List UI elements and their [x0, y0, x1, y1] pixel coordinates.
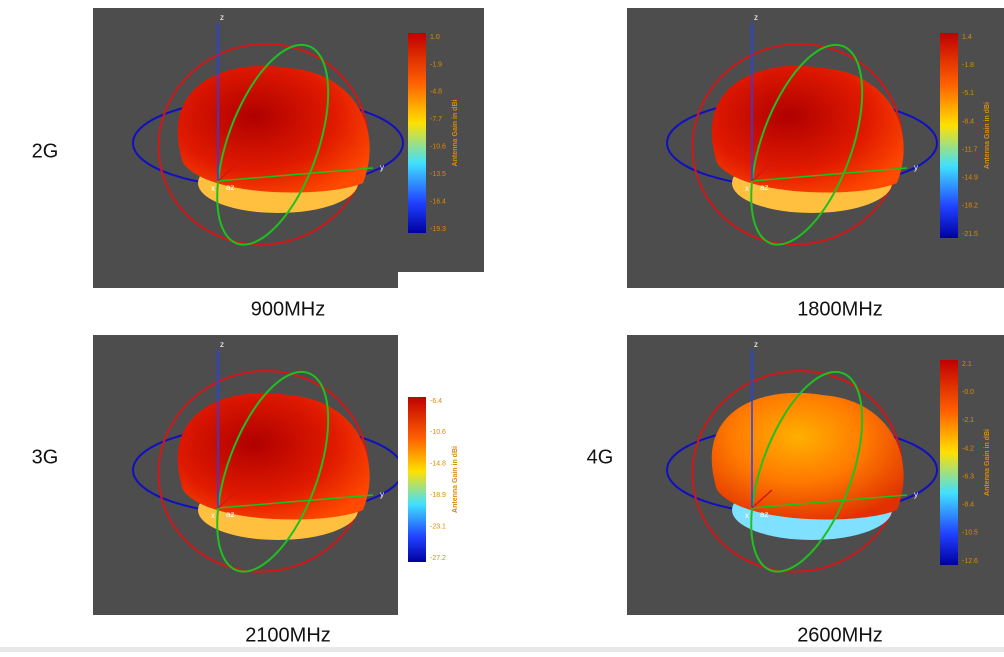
notch — [398, 272, 484, 288]
colorbar-tick-label: -13.5 — [430, 171, 446, 178]
elevation-ring — [691, 42, 903, 246]
elevation-ring — [691, 369, 903, 573]
caption: 2600MHz — [797, 624, 883, 646]
axis-label: x — [211, 184, 215, 193]
elevation-ring — [157, 369, 369, 573]
colorbar-title: Antenna Gain in dBi — [452, 446, 459, 513]
colorbar-tick-label: -19.3 — [430, 226, 446, 233]
elevation-ring-2 — [216, 43, 330, 246]
axis-label: x — [745, 184, 749, 193]
colorbar-tick-label: -2.1 — [962, 417, 974, 424]
colorbar-tick-label: -7.7 — [430, 116, 442, 123]
colorbar-tick-label: -14.9 — [962, 175, 978, 182]
colorbar-tick-label: -11.7 — [962, 146, 978, 153]
colorbar-tick-label: -4.8 — [430, 89, 442, 96]
caption: 2100MHz — [245, 624, 331, 646]
colorbar-tick-label: -16.4 — [430, 198, 446, 205]
axis-label: x — [211, 511, 215, 520]
axis-label: y — [914, 163, 918, 172]
axis-label: x — [745, 511, 749, 520]
colorbar-tick-label: 1.0 — [430, 34, 440, 41]
axis-label: y — [380, 490, 384, 499]
colorbar-tick-label: -21.5 — [962, 231, 978, 238]
colorbar-tick-label: -8.4 — [962, 502, 974, 509]
colorbar-tick-label: -6.4 — [430, 398, 442, 405]
colorbar-tick-label: -18.2 — [962, 203, 978, 210]
axis-label: z — [220, 340, 224, 349]
axis-label: z — [220, 13, 224, 22]
colorbar-tick-label: -4.2 — [962, 445, 974, 452]
colorbar-tick-label: -14.8 — [430, 461, 446, 468]
row-label: 4G — [587, 446, 614, 468]
caption: 1800MHz — [797, 298, 883, 320]
colorbar-tick-label: 2.1 — [962, 361, 972, 368]
colorbar-tick-label: -12.6 — [962, 558, 978, 565]
pattern-panel: z x y az 2.1 -0.0 -2.1 -4.2 -6.3 -8.4 -10.5 -12.6 An… — [627, 335, 1004, 615]
colorbar — [408, 397, 426, 562]
colorbar-tick-label: -10.6 — [430, 429, 446, 436]
pattern-panel: z x y az 1.0 -1.9 -4.8 -7.7 -10.6 -13.5 -16.4 -19.3… — [93, 8, 484, 288]
axis-x — [751, 162, 773, 182]
axis-label: y — [914, 490, 918, 499]
elevation-ring-2 — [750, 370, 864, 573]
axis-x — [751, 489, 773, 509]
colorbar — [408, 33, 426, 233]
colorbar-tick-label: -5.1 — [962, 90, 974, 97]
radiation-lobe — [711, 392, 904, 520]
colorbar-tick-label: -10.5 — [962, 530, 978, 537]
colorbar-tick-label: -23.1 — [430, 523, 446, 530]
axis-x — [217, 162, 239, 182]
radiation-lobe — [177, 65, 370, 193]
row-label: 2G — [32, 140, 59, 162]
colorbar-title: Antenna Gain in dBi — [452, 100, 459, 167]
pattern-panel: z x y az 1.4 -1.8 -5.1 -8.4 -11.7 -14.9 -18.2 -21.5… — [627, 8, 1004, 288]
colorbar-tick-label: -27.2 — [430, 555, 446, 562]
colorbar-tick-label: 1.4 — [962, 34, 972, 41]
elevation-ring — [157, 42, 369, 246]
colorbar-tick-label: -1.8 — [962, 62, 974, 69]
colorbar-tick-label: -1.9 — [430, 61, 442, 68]
colorbar — [940, 33, 958, 238]
radiation-lobe — [711, 65, 904, 193]
axis-label: z — [754, 340, 758, 349]
axis-label: az — [760, 510, 768, 519]
colorbar — [940, 360, 958, 565]
elevation-ring-2 — [750, 43, 864, 246]
colorbar-tick-label: -10.6 — [430, 144, 446, 151]
colorbar-tick-label: -18.9 — [430, 492, 446, 499]
colorbar-tick-label: -0.0 — [962, 389, 974, 396]
axis-y — [217, 167, 374, 182]
row-label: 3G — [32, 446, 59, 468]
colorbar-title: Antenna Gain in dBi — [984, 429, 991, 496]
axis-label: az — [760, 183, 768, 192]
axis-label: az — [226, 183, 234, 192]
radiation-lobe — [177, 392, 370, 520]
colorbar-tick-label: -8.4 — [962, 118, 974, 125]
axis-y — [217, 494, 374, 509]
axis-label: z — [754, 13, 758, 22]
elevation-ring-2 — [216, 370, 330, 573]
axis-y — [751, 167, 908, 182]
axis-label: az — [226, 510, 234, 519]
axis-x — [217, 489, 239, 509]
caption: 900MHz — [251, 298, 325, 320]
axis-label: y — [380, 163, 384, 172]
colorbar-tick-label: -6.3 — [962, 473, 974, 480]
pattern-panel: z x y az -6.4 -10.6 -14.8 -18.9 -23.1 -27.2 Antenn… — [93, 335, 484, 615]
axis-y — [751, 494, 908, 509]
colorbar-title: Antenna Gain in dBi — [984, 102, 991, 169]
bottom-rule — [0, 647, 1004, 652]
